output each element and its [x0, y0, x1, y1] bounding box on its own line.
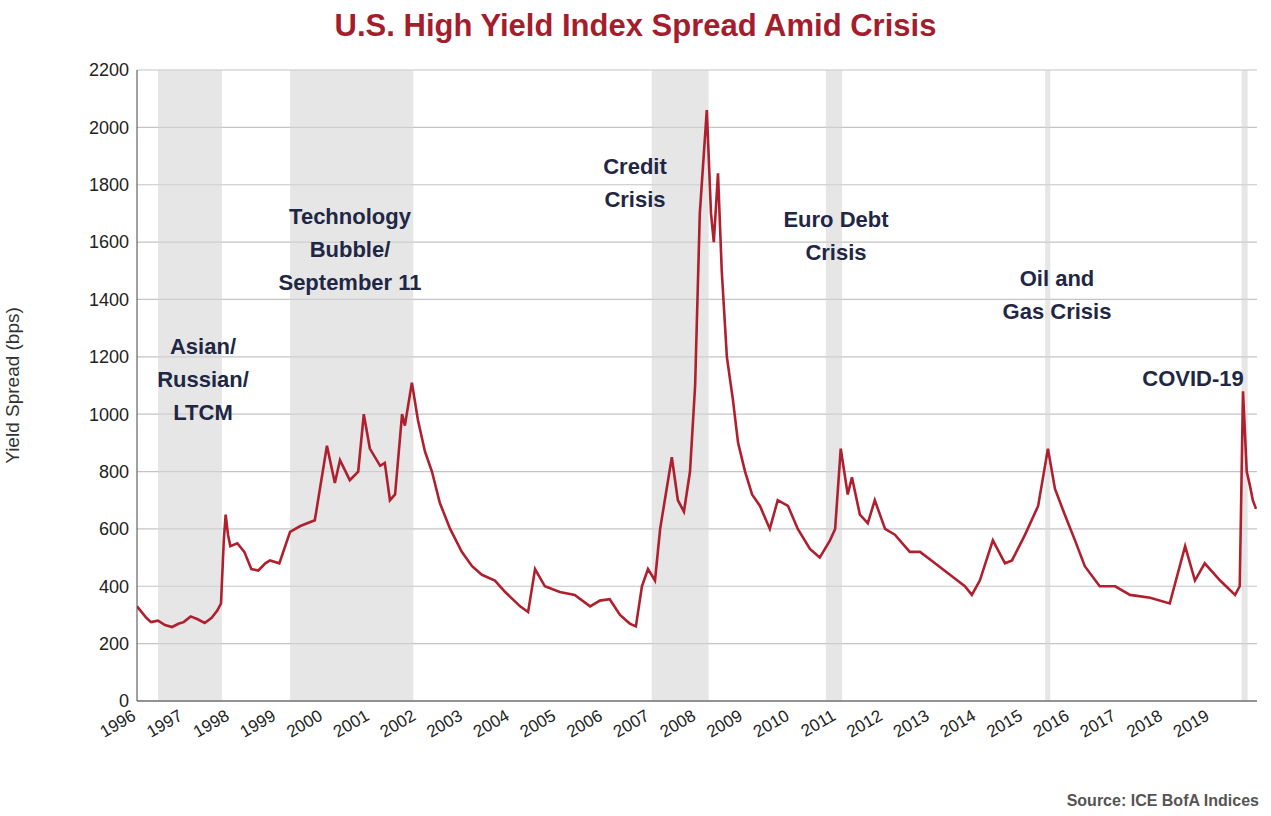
svg-text:1800: 1800 — [89, 175, 129, 195]
svg-text:2017: 2017 — [1077, 706, 1119, 741]
svg-text:1000: 1000 — [89, 405, 129, 425]
html-text:Technology: Technology — [289, 204, 411, 229]
svg-text:2007: 2007 — [610, 706, 652, 741]
svg-text:2011: 2011 — [798, 706, 839, 741]
html-text:LTCM: LTCM — [173, 400, 233, 425]
svg-text:Yield Spread (bps): Yield Spread (bps) — [8, 307, 23, 464]
svg-text:1600: 1600 — [89, 232, 129, 252]
html-text:Crisis: Crisis — [604, 187, 666, 212]
html-text:U.S. High Yield Index Spread A: U.S. High Yield Index Spread Amid Crisis — [334, 8, 937, 43]
svg-text:2009: 2009 — [703, 706, 745, 741]
svg-text:2000: 2000 — [89, 118, 129, 138]
svg-text:2019: 2019 — [1170, 706, 1212, 741]
svg-text:800: 800 — [99, 462, 129, 482]
svg-text:2000: 2000 — [283, 706, 325, 741]
html-text:Asian/: Asian/ — [170, 334, 236, 359]
html-text:September 11: September 11 — [278, 270, 422, 295]
svg-text:2004: 2004 — [470, 706, 512, 741]
html-text:Euro Debt: Euro Debt — [783, 207, 889, 232]
svg-text:1997: 1997 — [143, 706, 185, 741]
svg-text:2014: 2014 — [937, 706, 979, 741]
svg-text:1200: 1200 — [89, 347, 129, 367]
svg-text:600: 600 — [99, 519, 129, 539]
svg-text:200: 200 — [99, 634, 129, 654]
svg-text:2016: 2016 — [1030, 706, 1072, 741]
svg-text:2001: 2001 — [330, 706, 372, 741]
svg-text:2015: 2015 — [983, 706, 1025, 741]
html-text:Crisis: Crisis — [805, 240, 867, 265]
html-text:Russian/: Russian/ — [157, 367, 249, 392]
svg-text:2005: 2005 — [517, 706, 559, 741]
svg-text:2012: 2012 — [843, 706, 885, 741]
svg-text:0: 0 — [119, 691, 129, 711]
svg-text:1996: 1996 — [97, 706, 139, 741]
svg-text:2003: 2003 — [423, 706, 465, 741]
svg-text:1400: 1400 — [89, 290, 129, 310]
html-text:Bubble/: Bubble/ — [309, 237, 391, 262]
svg-text:2013: 2013 — [890, 706, 932, 741]
html-text:Oil and: Oil and — [1019, 266, 1095, 291]
svg-text:2008: 2008 — [657, 706, 699, 741]
html-text:Gas Crisis: Gas Crisis — [1002, 299, 1112, 324]
svg-text:1998: 1998 — [190, 706, 232, 741]
svg-text:2200: 2200 — [89, 60, 129, 80]
svg-text:2006: 2006 — [563, 706, 605, 741]
svg-text:1999: 1999 — [237, 706, 279, 741]
html-text:COVID-19: COVID-19 — [1142, 366, 1244, 391]
svg-text:2010: 2010 — [750, 706, 792, 741]
svg-text:400: 400 — [99, 577, 129, 597]
html-text:Credit: Credit — [603, 154, 667, 179]
html-text:Source: ICE BofA Indices: Source: ICE BofA Indices — [1066, 792, 1259, 809]
svg-text:2018: 2018 — [1123, 706, 1165, 741]
svg-text:2002: 2002 — [377, 706, 419, 741]
